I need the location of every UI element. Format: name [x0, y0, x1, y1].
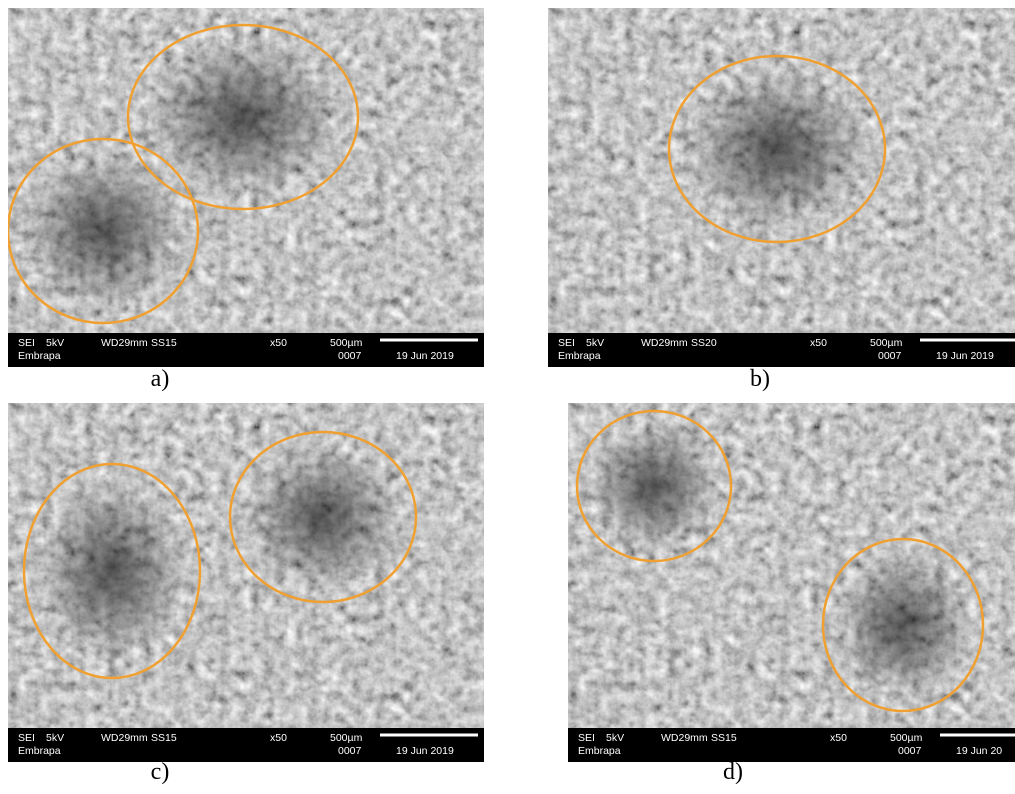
- info-number: 0007: [898, 745, 922, 757]
- info-scale: 500µm: [870, 337, 903, 349]
- info-detector: SEI: [18, 732, 35, 744]
- pore-shade: [22, 153, 184, 309]
- info-spot: SS20: [691, 337, 717, 349]
- info-spot: SS15: [151, 732, 177, 744]
- info-wd: WD29mm: [101, 732, 148, 744]
- panel-label: c): [151, 759, 170, 786]
- info-detector: SEI: [18, 337, 35, 349]
- pore-shade: [589, 422, 720, 550]
- info-wd: WD29mm: [101, 337, 148, 349]
- info-date: 19 Jun 20: [956, 745, 1002, 757]
- info-date: 19 Jun 2019: [396, 745, 454, 757]
- figure: {"panels": [ {"label": "a)", "info": {"d…: [0, 0, 1015, 794]
- info-wd: WD29mm: [661, 732, 708, 744]
- panel-label: b): [750, 366, 770, 393]
- info-mag: x50: [830, 732, 847, 744]
- info-scale: 500µm: [890, 732, 923, 744]
- info-voltage: 5kV: [586, 337, 604, 349]
- info-company: Embrapa: [18, 745, 61, 757]
- info-bar: [568, 728, 1015, 762]
- panel-label: d): [723, 759, 743, 786]
- info-date: 19 Jun 2019: [936, 350, 994, 362]
- info-mag: x50: [270, 337, 287, 349]
- pore-shade: [244, 445, 402, 590]
- info-number: 0007: [338, 745, 362, 757]
- info-wd: WD29mm: [641, 337, 688, 349]
- info-scale: 500µm: [330, 337, 363, 349]
- info-date: 19 Jun 2019: [396, 350, 454, 362]
- info-voltage: 5kV: [606, 732, 624, 744]
- info-company: Embrapa: [558, 350, 601, 362]
- info-spot: SS15: [151, 337, 177, 349]
- pore-shade: [37, 480, 187, 662]
- info-spot: SS15: [711, 732, 737, 744]
- info-mag: x50: [270, 732, 287, 744]
- pore-shade: [685, 70, 869, 228]
- info-company: Embrapa: [18, 350, 61, 362]
- info-detector: SEI: [558, 337, 575, 349]
- panel-label: a): [151, 366, 170, 393]
- pore-shade: [835, 552, 971, 698]
- info-company: Embrapa: [578, 745, 621, 757]
- info-number: 0007: [338, 350, 362, 362]
- info-mag: x50: [810, 337, 827, 349]
- info-scale: 500µm: [330, 732, 363, 744]
- info-detector: SEI: [578, 732, 595, 744]
- info-number: 0007: [878, 350, 902, 362]
- info-voltage: 5kV: [46, 337, 64, 349]
- info-voltage: 5kV: [46, 732, 64, 744]
